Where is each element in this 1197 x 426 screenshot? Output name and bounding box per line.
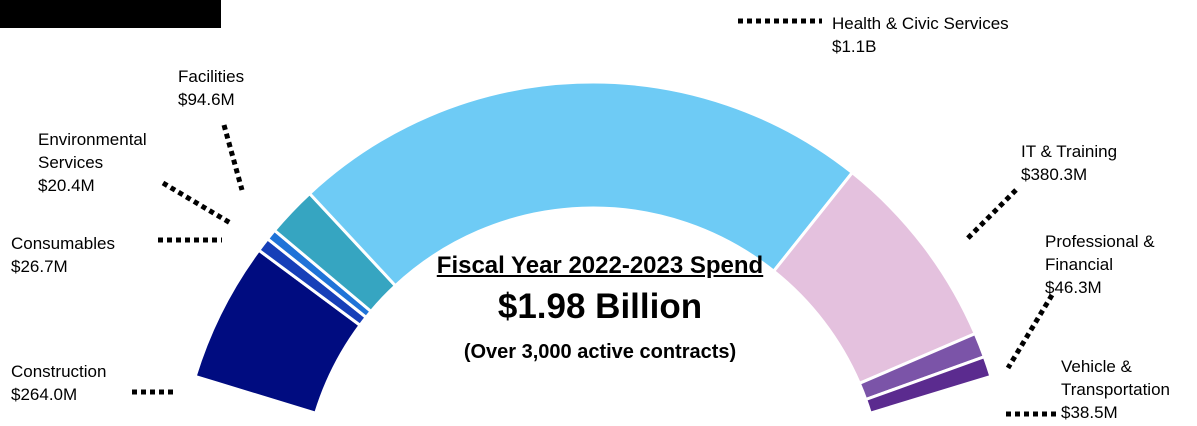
label-health: Health & Civic Services $1.1B xyxy=(832,12,1009,58)
segment-value: $264.0M xyxy=(11,385,78,404)
segment-name: Health & Civic Services xyxy=(832,14,1009,33)
segment-name-line1: Environmental xyxy=(38,130,147,149)
chart-title: Fiscal Year 2022-2023 Spend xyxy=(436,252,764,279)
label-facilities: Facilities $94.6M xyxy=(178,65,244,111)
label-it-training: IT & Training $380.3M xyxy=(1021,140,1117,186)
segment-name-line2: Financial xyxy=(1045,255,1114,274)
segment-name-line2: Services xyxy=(38,153,104,172)
label-consumables: Consumables $26.7M xyxy=(11,232,115,278)
segment-value: $38.5M xyxy=(1061,403,1118,422)
segment-name: Construction xyxy=(11,362,107,381)
segment-name-line1: Professional & xyxy=(1045,232,1155,251)
segment-value: $380.3M xyxy=(1021,165,1088,184)
segment-value: $94.6M xyxy=(178,90,235,109)
label-environmental: Environmental Services $20.4M xyxy=(38,128,147,197)
segment-value: $20.4M xyxy=(38,176,95,195)
label-vehicle: Vehicle & Transportation $38.5M xyxy=(1061,355,1170,424)
redaction-bar xyxy=(0,0,221,28)
segment-value: $46.3M xyxy=(1045,278,1102,297)
label-professional: Professional & Financial $46.3M xyxy=(1045,230,1155,299)
segment-name-line1: Vehicle & xyxy=(1061,357,1132,376)
leader-line-it-training xyxy=(964,188,1018,242)
segment-vehicle xyxy=(863,354,993,416)
segment-name: Facilities xyxy=(178,67,245,86)
chart-subtitle: (Over 3,000 active contracts) xyxy=(463,341,737,363)
leader-line-facilities xyxy=(221,124,245,191)
leader-line-professional xyxy=(1005,293,1055,370)
segment-value: $1.1B xyxy=(832,37,877,56)
segment-health xyxy=(307,80,855,288)
label-construction: Construction $264.0M xyxy=(11,360,106,406)
segment-name: Consumables xyxy=(11,234,115,253)
segment-name-line2: Transportation xyxy=(1061,380,1170,399)
total-spend: $1.98 Billion xyxy=(497,287,703,326)
segment-name: IT & Training xyxy=(1021,142,1118,161)
segment-value: $26.7M xyxy=(11,257,68,276)
leader-line-environmental xyxy=(161,180,234,227)
